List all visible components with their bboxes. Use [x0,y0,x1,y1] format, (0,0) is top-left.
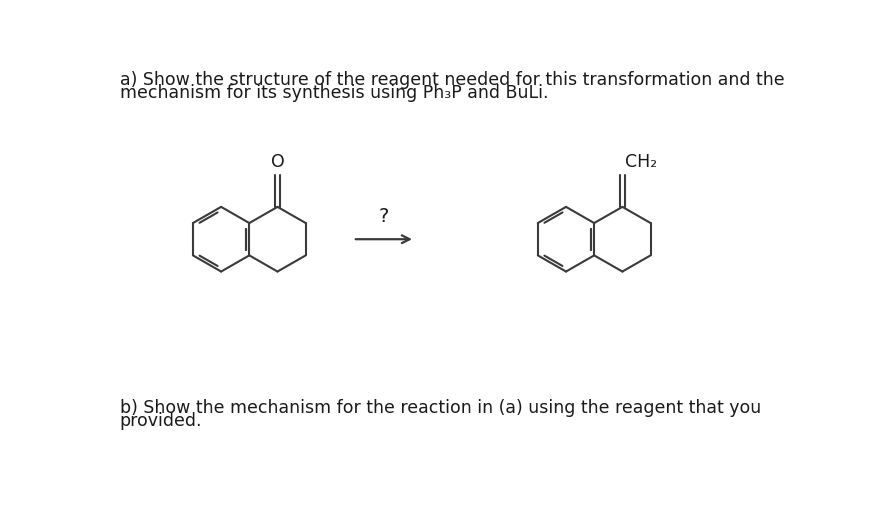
Text: mechanism for its synthesis using Ph₃P and BuLi.: mechanism for its synthesis using Ph₃P a… [119,84,547,102]
Text: b) Show the mechanism for the reaction in (a) using the reagent that you: b) Show the mechanism for the reaction i… [119,399,760,417]
Text: ?: ? [378,207,388,226]
Text: provided.: provided. [119,412,202,430]
Text: a) Show the structure of the reagent needed for this transformation and the: a) Show the structure of the reagent nee… [119,71,783,89]
Text: O: O [270,152,284,171]
Text: CH₂: CH₂ [625,152,657,171]
